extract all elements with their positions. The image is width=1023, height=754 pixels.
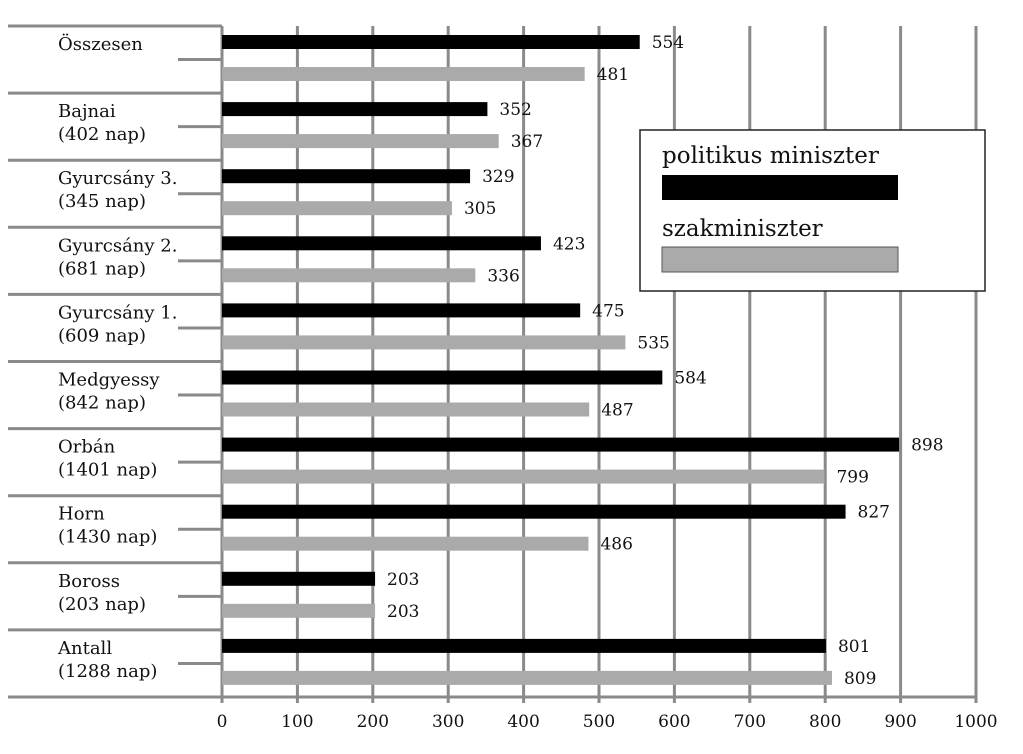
category-sublabel: (1288 nap) (58, 661, 157, 682)
grid-lines (8, 24, 978, 703)
data-label: 329 (482, 167, 514, 187)
data-label: 554 (652, 33, 684, 53)
bar-szakminiszter (222, 402, 590, 417)
category-sublabel: (1430 nap) (58, 527, 157, 548)
data-label: 799 (836, 468, 868, 488)
x-tick-label: 200 (357, 712, 389, 732)
category-label: Orbán (58, 437, 116, 458)
category-sublabel: (345 nap) (58, 191, 146, 212)
category-label: Medgyessy (58, 370, 160, 391)
bar-szakminiszter (222, 134, 499, 149)
data-label: 809 (844, 669, 876, 689)
category-sublabel: (681 nap) (58, 258, 146, 279)
x-tick-label: 500 (583, 712, 615, 732)
category-label: Gyurcsány 3. (58, 168, 177, 189)
x-tick-label: 800 (809, 712, 841, 732)
data-label: 487 (601, 401, 633, 421)
legend-label-szakminiszter: szakminiszter (662, 216, 823, 242)
bar-szakminiszter (222, 268, 476, 283)
data-label: 827 (858, 503, 890, 523)
data-label: 801 (838, 637, 870, 657)
data-label: 486 (600, 535, 632, 555)
bar-politikus (222, 437, 900, 452)
bar-szakminiszter (222, 536, 589, 551)
category-label: Gyurcsány 2. (58, 235, 177, 256)
x-tick-label: 1000 (954, 712, 997, 732)
data-label: 584 (674, 369, 706, 389)
category-sublabel: (402 nap) (58, 124, 146, 145)
bar-szakminiszter (222, 67, 585, 81)
data-label: 535 (637, 333, 669, 353)
data-label: 352 (499, 100, 531, 120)
category-label: Antall (57, 638, 112, 659)
category-label: Horn (58, 504, 105, 525)
bar-politikus (222, 35, 640, 49)
category-label: Bajnai (58, 101, 116, 122)
x-tick-label: 300 (432, 712, 464, 732)
data-label: 481 (597, 65, 629, 85)
x-axis: 0 100 200 300 400 500 600 700 800 900 1000 (217, 712, 998, 732)
bar-szakminiszter (222, 670, 832, 685)
bar-politikus (222, 102, 488, 117)
category-sublabel: (609 nap) (58, 325, 146, 346)
bar-politikus (222, 236, 541, 251)
data-label: 423 (553, 234, 585, 254)
category-sublabel: (842 nap) (58, 393, 146, 414)
bar-politikus (222, 370, 663, 385)
bar-szakminiszter (222, 603, 376, 618)
x-tick-label: 400 (507, 712, 539, 732)
bar-politikus (222, 638, 826, 653)
data-label: 367 (511, 132, 543, 152)
data-label: 203 (387, 602, 419, 622)
category-label: Gyurcsány 1. (58, 302, 177, 323)
bar-szakminiszter (222, 335, 626, 350)
category-labels: Összesen Bajnai(402 nap) Gyurcsány 3.(345 … (57, 32, 177, 682)
legend-swatch-szakminiszter (661, 246, 899, 273)
x-tick-label: 900 (884, 712, 916, 732)
bar-politikus (222, 504, 846, 519)
legend-swatch-politikus (662, 175, 898, 200)
data-label: 475 (592, 301, 624, 321)
bar-politikus (222, 169, 471, 184)
data-label: 203 (387, 570, 419, 590)
bar-szakminiszter (222, 201, 452, 216)
x-tick-label: 600 (658, 712, 690, 732)
x-tick-label: 100 (281, 712, 313, 732)
bar-politikus (222, 571, 376, 586)
x-tick-label: 700 (734, 712, 766, 732)
category-sublabel: (1401 nap) (58, 460, 157, 481)
data-label: 305 (464, 199, 496, 219)
data-label: 898 (911, 436, 943, 456)
category-sublabel: (203 nap) (58, 594, 146, 615)
legend: politikus miniszter szakminiszter (639, 129, 986, 292)
category-label: Összesen (58, 32, 143, 55)
bar-politikus (222, 303, 581, 318)
data-label: 336 (487, 266, 519, 286)
x-tick-label: 0 (217, 712, 228, 732)
legend-label-politikus: politikus miniszter (662, 143, 879, 169)
category-label: Boross (58, 571, 120, 592)
bar-szakminiszter (222, 469, 825, 484)
